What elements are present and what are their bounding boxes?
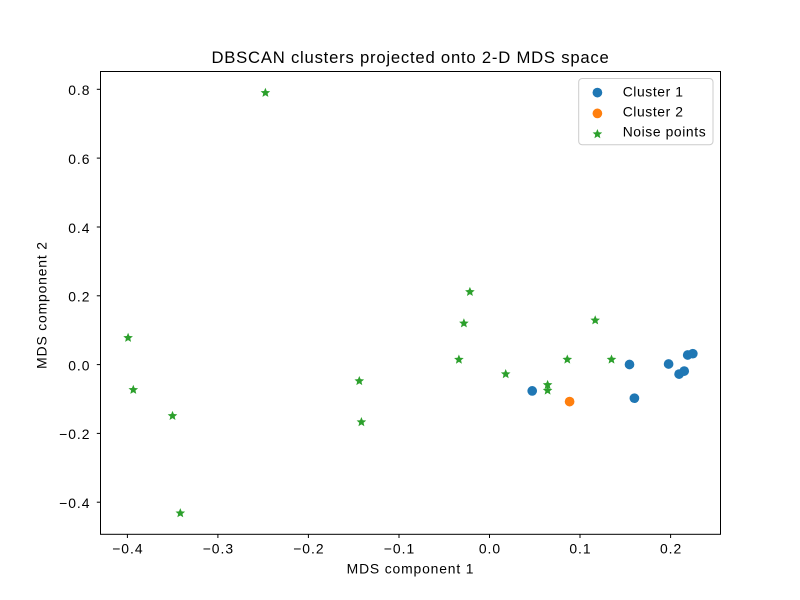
svg-text:−0.3: −0.3 bbox=[203, 541, 234, 557]
svg-text:−0.1: −0.1 bbox=[384, 541, 415, 557]
svg-text:Noise points: Noise points bbox=[623, 124, 707, 140]
svg-text:−0.2: −0.2 bbox=[59, 426, 90, 442]
svg-text:0.2: 0.2 bbox=[68, 289, 90, 305]
svg-text:0.0: 0.0 bbox=[479, 541, 501, 557]
svg-text:MDS component 2: MDS component 2 bbox=[34, 241, 50, 369]
svg-text:0.2: 0.2 bbox=[660, 541, 682, 557]
svg-text:Cluster 2: Cluster 2 bbox=[623, 104, 684, 120]
svg-text:0.0: 0.0 bbox=[68, 357, 90, 373]
svg-text:DBSCAN clusters projected onto: DBSCAN clusters projected onto 2-D MDS s… bbox=[211, 48, 609, 67]
svg-text:0.4: 0.4 bbox=[68, 220, 90, 236]
svg-text:0.8: 0.8 bbox=[68, 82, 90, 98]
svg-text:MDS component 1: MDS component 1 bbox=[347, 560, 475, 576]
svg-text:−0.2: −0.2 bbox=[293, 541, 324, 557]
svg-text:0.1: 0.1 bbox=[569, 541, 591, 557]
svg-text:0.6: 0.6 bbox=[68, 151, 90, 167]
svg-text:−0.4: −0.4 bbox=[112, 541, 143, 557]
svg-text:Cluster 1: Cluster 1 bbox=[623, 83, 684, 99]
svg-text:−0.4: −0.4 bbox=[59, 495, 90, 511]
